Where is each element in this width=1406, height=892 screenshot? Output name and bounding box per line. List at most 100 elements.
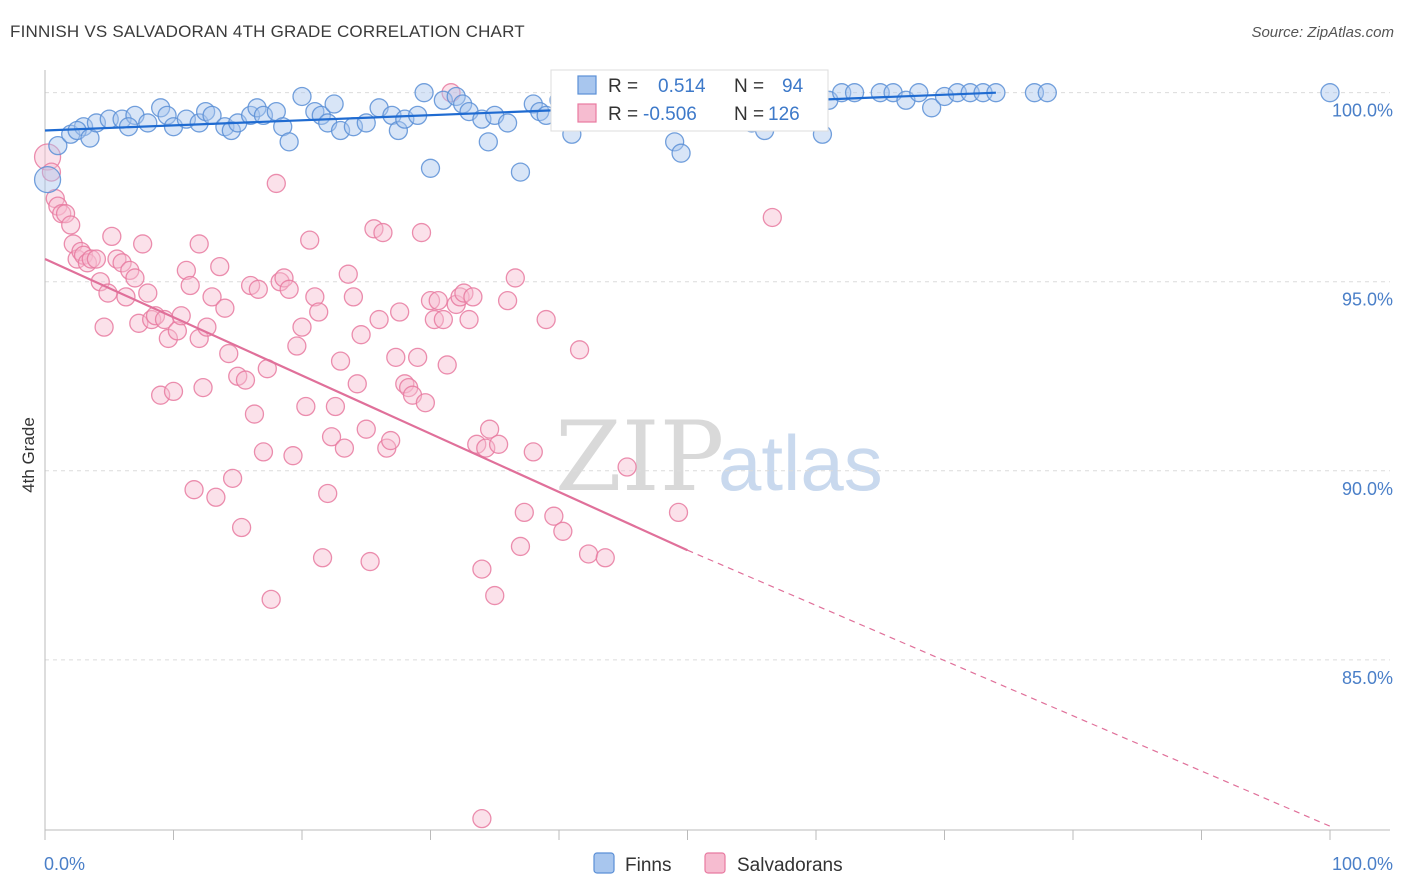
legend-salvadorans-swatch xyxy=(704,852,726,874)
salvadorans-point-12 xyxy=(81,249,101,269)
salvadorans-point-38 xyxy=(193,377,213,398)
salvadorans-point-5 xyxy=(55,204,76,224)
salvadorans-point-91 xyxy=(420,290,441,311)
stats-finns-r-value: 0.514 xyxy=(658,76,706,97)
finns-point-32 xyxy=(324,94,344,114)
salvadorans-point-88 xyxy=(407,347,428,368)
x-tick-label-max: 100.0% xyxy=(1332,854,1393,874)
salvadorans-point-90 xyxy=(415,393,436,413)
salvadorans-point-60 xyxy=(287,336,307,356)
salvadorans-point-61 xyxy=(292,317,312,337)
stats-legend: R = 0.514 N = 94 R = -0.506 N = 126 xyxy=(550,69,829,132)
stats-finns-n-label: N = xyxy=(734,76,764,97)
finns-point-92 xyxy=(1320,83,1340,103)
salvadorans-point-116 xyxy=(569,340,590,360)
stats-finns-swatch xyxy=(577,75,597,95)
stats-salv-n-label: N = xyxy=(734,104,764,125)
salvadorans-point-45 xyxy=(222,468,243,489)
salvadorans-point-57 xyxy=(274,268,294,288)
finns-point-28 xyxy=(292,86,312,107)
finns-point-27 xyxy=(279,132,299,152)
salvadorans-point-36 xyxy=(184,480,204,500)
salvadorans-point-93 xyxy=(428,290,448,311)
watermark-zip: ZIP xyxy=(555,401,724,513)
finns-trend-line xyxy=(44,91,996,132)
legend-salvadorans-label: Salvadorans xyxy=(737,855,843,876)
salvadorans-point-89 xyxy=(411,222,432,243)
salvadorans-point-108 xyxy=(497,290,518,311)
salvadorans-point-115 xyxy=(553,521,573,541)
salvadorans-points xyxy=(33,83,782,829)
salvadorans-trend-line xyxy=(44,258,688,552)
finns-point-91 xyxy=(1037,83,1057,103)
salvadorans-point-80 xyxy=(373,222,393,243)
finns-point-83 xyxy=(909,83,929,103)
salvadorans-trend-extension xyxy=(687,549,1331,827)
axes xyxy=(44,70,1390,840)
finns-point-38 xyxy=(388,120,409,141)
finns-point-11 xyxy=(138,113,158,133)
finns-point-13 xyxy=(157,105,177,126)
salvadorans-point-67 xyxy=(318,483,338,504)
salvadorans-point-47 xyxy=(231,517,252,538)
source-label: Source: ZipAtlas.com xyxy=(1251,24,1394,41)
salvadorans-point-17 xyxy=(102,226,122,247)
y-tick-label-2: 90.0% xyxy=(1342,479,1393,499)
salvadorans-point-123 xyxy=(189,234,209,254)
salvadorans-point-55 xyxy=(266,173,286,194)
salvadorans-point-66 xyxy=(312,548,333,568)
finns-point-52 xyxy=(523,94,543,114)
finns-point-42 xyxy=(420,158,441,178)
salvadorans-point-122 xyxy=(762,207,782,228)
salvadorans-point-24 xyxy=(133,234,153,254)
salvadorans-point-103 xyxy=(472,559,492,579)
salvadorans-point-1 xyxy=(41,162,62,182)
finns-point-50 xyxy=(497,113,518,133)
finns-point-23 xyxy=(247,98,267,118)
tick-labels: 100.0% 95.0% 90.0% 85.0% 0.0% 100.0% xyxy=(44,101,1393,874)
salvadorans-point-62 xyxy=(296,396,316,417)
salvadorans-point-19 xyxy=(112,253,132,273)
salvadorans-point-121 xyxy=(668,502,689,523)
salvadorans-point-110 xyxy=(510,536,531,557)
salvadorans-point-22 xyxy=(125,268,145,288)
trend-lines xyxy=(44,91,1331,827)
salvadorans-point-35 xyxy=(180,275,200,296)
salvadorans-point-41 xyxy=(206,487,226,507)
y-axis-title: 4th Grade xyxy=(19,417,38,493)
salvadorans-point-118 xyxy=(472,809,492,829)
salvadorans-point-70 xyxy=(330,351,351,371)
salvadorans-point-51 xyxy=(248,279,268,299)
salvadorans-point-72 xyxy=(338,264,358,284)
y-tick-label-3: 85.0% xyxy=(1342,668,1393,688)
salvadorans-point-74 xyxy=(347,374,367,394)
salvadorans-point-15 xyxy=(94,317,114,337)
finns-point-0 xyxy=(33,166,62,194)
salvadorans-point-25 xyxy=(138,283,158,303)
salvadorans-point-117 xyxy=(578,544,599,564)
stats-legend-box xyxy=(550,69,829,132)
salvadorans-point-54 xyxy=(261,589,281,610)
salvadorans-point-84 xyxy=(390,302,410,322)
salvadorans-point-63 xyxy=(300,230,320,250)
watermark: ZIP atlas xyxy=(555,401,883,513)
salvadorans-point-64 xyxy=(305,287,325,307)
finns-point-44 xyxy=(446,86,466,107)
salvadorans-point-114 xyxy=(544,506,564,526)
salvadorans-point-76 xyxy=(356,419,376,439)
y-tick-label-0: 100.0% xyxy=(1332,101,1393,121)
salvadorans-point-82 xyxy=(381,430,401,451)
stats-salv-n-value: 126 xyxy=(768,104,800,125)
salvadorans-point-101 xyxy=(463,287,483,307)
salvadorans-point-77 xyxy=(360,551,380,572)
stats-salv-swatch xyxy=(577,103,597,123)
x-tick-label-min: 0.0% xyxy=(44,854,85,874)
salvadorans-point-40 xyxy=(202,287,222,307)
finns-point-20 xyxy=(221,120,241,141)
salvadorans-point-112 xyxy=(523,442,543,462)
salvadorans-point-39 xyxy=(197,317,217,337)
salvadorans-point-71 xyxy=(334,438,355,458)
finns-point-67 xyxy=(671,143,691,163)
salvadorans-point-48 xyxy=(235,370,256,390)
stats-finns-n-value: 94 xyxy=(782,76,804,97)
